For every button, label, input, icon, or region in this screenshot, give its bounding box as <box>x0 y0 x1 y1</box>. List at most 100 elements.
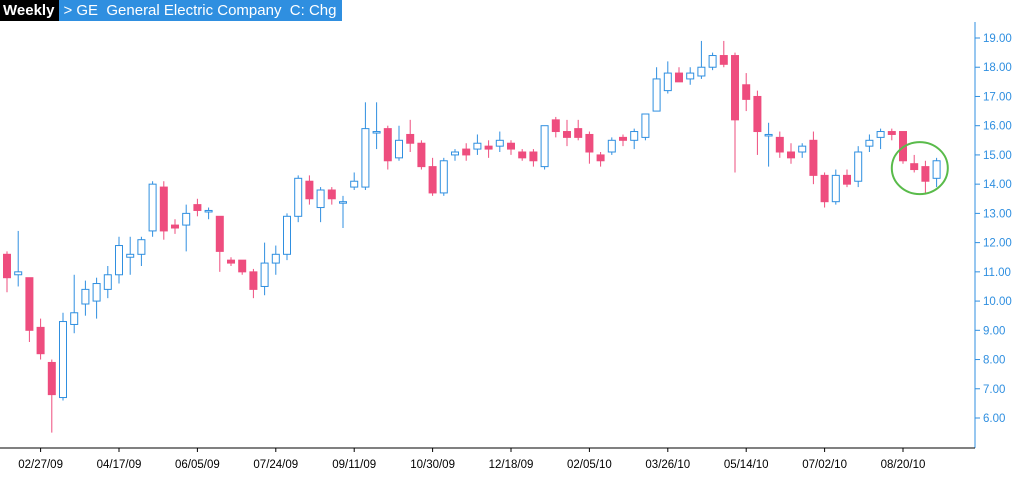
candle-down <box>428 157 437 196</box>
candle-up <box>115 236 123 284</box>
candle-up <box>339 195 347 228</box>
y-tick-label: 15.00 <box>983 150 1012 162</box>
candle-body <box>887 131 896 135</box>
candle-down <box>753 90 762 155</box>
candle-body <box>137 239 146 255</box>
candle-body <box>619 136 627 141</box>
candle-body <box>81 288 90 305</box>
candle-body <box>518 151 527 159</box>
candle-body <box>708 55 717 68</box>
x-tick-label: 03/26/10 <box>645 459 690 471</box>
candle-body <box>630 131 639 141</box>
candle-body <box>652 78 661 112</box>
candle-down <box>36 318 45 360</box>
y-tick-label: 16.00 <box>983 121 1012 133</box>
candle-body <box>787 151 795 159</box>
candle-body <box>607 139 616 153</box>
candle-body <box>439 160 448 194</box>
candle-body <box>663 72 672 92</box>
candle-up <box>798 143 807 158</box>
candle-body <box>731 55 739 121</box>
candle-up <box>92 277 101 319</box>
candle-body <box>462 148 471 156</box>
candle-down <box>809 131 818 185</box>
x-tick-label: 08/20/10 <box>881 459 926 471</box>
candle-body <box>798 145 807 153</box>
x-tick-label: 05/14/10 <box>724 459 769 471</box>
candle-body <box>742 84 751 100</box>
y-tick-label: 9.00 <box>983 325 1005 337</box>
candle-up <box>831 169 840 205</box>
timeframe-label[interactable]: Weekly <box>0 0 60 21</box>
candle-down <box>507 140 515 155</box>
candle-series <box>3 40 941 433</box>
candle-up <box>103 266 112 299</box>
candle-up <box>932 157 941 188</box>
candle-up <box>439 157 448 196</box>
candle-up <box>708 52 717 71</box>
candle-body <box>327 189 336 200</box>
candle-up <box>137 236 146 266</box>
candle-body <box>820 174 829 203</box>
candle-down <box>215 215 224 272</box>
candle-body <box>283 215 291 255</box>
candle-up <box>283 213 291 261</box>
candle-up <box>641 113 650 141</box>
candle-down <box>775 131 784 158</box>
candle-body <box>529 151 538 162</box>
candle-up <box>294 175 303 223</box>
candle-body <box>507 142 515 150</box>
candle-body <box>686 72 695 80</box>
candle-up <box>350 172 359 190</box>
candle-down <box>47 359 56 433</box>
x-tick-label: 12/18/09 <box>489 459 534 471</box>
candle-up <box>630 128 639 150</box>
y-tick-label: 14.00 <box>983 179 1012 191</box>
candle-up <box>81 280 90 316</box>
candle-down <box>171 219 179 234</box>
candle-body <box>271 253 280 264</box>
candle-down <box>619 134 627 147</box>
candle-body <box>921 166 930 182</box>
y-tick-label: 12.00 <box>983 238 1012 250</box>
candle-body <box>70 312 79 325</box>
y-tick-label: 13.00 <box>983 208 1012 220</box>
candle-down <box>719 40 728 68</box>
candle-body <box>148 183 157 232</box>
annotation-layer <box>890 141 949 196</box>
candle-up <box>372 102 381 150</box>
candle-up <box>540 125 549 170</box>
candle-body <box>697 66 706 77</box>
candle-body <box>14 271 23 276</box>
candle-up <box>204 207 213 220</box>
candle-body <box>876 131 885 138</box>
candle-body <box>585 133 594 153</box>
candle-up <box>652 67 661 112</box>
candle-body <box>193 204 202 211</box>
candle-body <box>540 125 549 168</box>
y-tick-label: 7.00 <box>983 384 1005 396</box>
candle-body <box>574 128 583 138</box>
symbol-label[interactable]: > GE General Electric Company C: Chg <box>59 0 343 21</box>
candle-down <box>249 268 258 299</box>
candle-up <box>271 245 280 275</box>
candle-up <box>182 204 191 252</box>
candle-up <box>473 134 482 155</box>
candle-body <box>473 142 482 150</box>
candle-down <box>563 119 571 147</box>
candle-body <box>383 128 392 162</box>
candle-body <box>126 253 135 258</box>
candle-up <box>260 242 269 296</box>
candle-body <box>260 262 269 287</box>
x-tick-label: 07/24/09 <box>253 459 298 471</box>
candle-body <box>25 277 34 331</box>
candle-body <box>551 119 560 133</box>
candle-body <box>775 136 784 153</box>
candle-body <box>406 133 415 144</box>
candle-up <box>70 274 79 334</box>
candle-down <box>585 131 594 164</box>
candle-body <box>910 163 919 171</box>
candle-up <box>854 146 863 188</box>
candle-up <box>865 134 874 152</box>
